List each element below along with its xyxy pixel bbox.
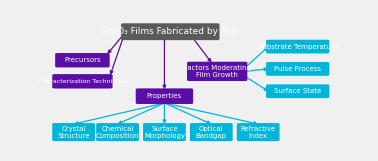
Text: Factors Moderating
Film Growth: Factors Moderating Film Growth (184, 65, 251, 78)
FancyBboxPatch shape (52, 74, 113, 89)
Text: Ga₂O₃ Films Fabricated by ALD: Ga₂O₃ Films Fabricated by ALD (101, 27, 239, 36)
Text: Substrate Temperature: Substrate Temperature (258, 44, 338, 50)
FancyBboxPatch shape (121, 23, 220, 40)
FancyBboxPatch shape (190, 123, 233, 141)
Text: Optical
Bandgap: Optical Bandgap (196, 126, 227, 139)
Text: Surface State: Surface State (274, 88, 321, 94)
Text: Pulse Process: Pulse Process (274, 66, 321, 72)
FancyBboxPatch shape (237, 123, 280, 141)
FancyBboxPatch shape (266, 62, 329, 76)
FancyBboxPatch shape (55, 53, 110, 67)
Text: Surface
Morphology: Surface Morphology (144, 126, 185, 139)
Text: Crystal
Structure: Crystal Structure (57, 126, 90, 139)
FancyBboxPatch shape (96, 123, 139, 141)
FancyBboxPatch shape (187, 62, 247, 81)
FancyBboxPatch shape (143, 123, 186, 141)
Text: Refractive
Index: Refractive Index (240, 126, 276, 139)
Text: Characterization Techniques: Characterization Techniques (38, 79, 127, 84)
Text: Chemical
Composition: Chemical Composition (96, 126, 139, 139)
Text: Properties: Properties (147, 93, 182, 99)
Text: Precursors: Precursors (64, 57, 101, 63)
FancyBboxPatch shape (136, 88, 193, 104)
FancyBboxPatch shape (266, 40, 329, 53)
FancyBboxPatch shape (266, 84, 329, 98)
FancyBboxPatch shape (52, 123, 95, 141)
